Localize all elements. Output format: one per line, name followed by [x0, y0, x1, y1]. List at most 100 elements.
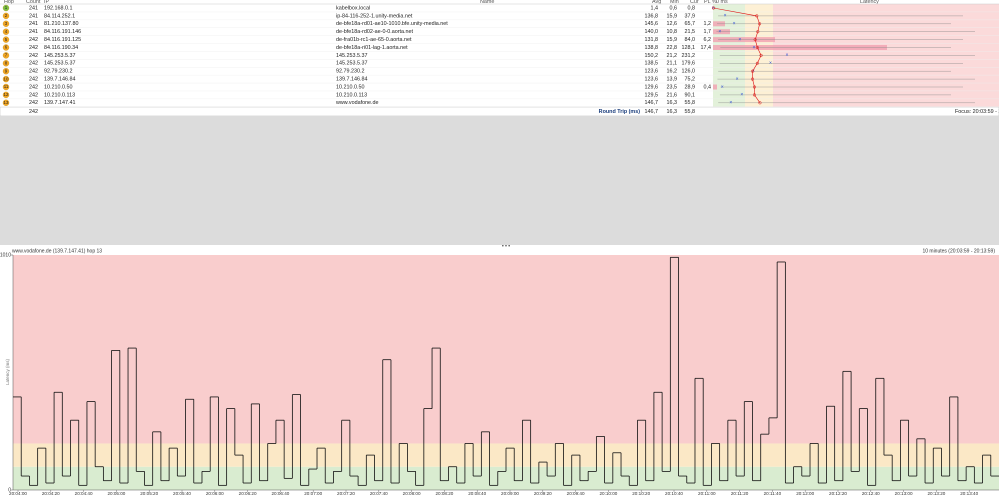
hop: 5 [5, 37, 8, 42]
ip: 92.79.230.2 [44, 69, 72, 75]
hostname: 145.253.5.37 [336, 53, 367, 59]
count: 241 [29, 13, 38, 19]
x-tick-label: 20:13:40 [960, 491, 978, 496]
column-header: Latency [860, 0, 879, 5]
hop-badge [2, 60, 10, 67]
packet-loss: 0,4 [704, 84, 712, 90]
x-tick-label: 20:07:20 [337, 491, 355, 496]
x-tick-label: 20:06:00 [206, 491, 224, 496]
ip: 10.210.0.113 [44, 92, 75, 98]
column-header: 0 ms [716, 0, 728, 5]
ip: 10.210.0.50 [44, 84, 72, 90]
column-header: PL % [704, 0, 717, 5]
x-tick-label: 20:11:00 [698, 491, 716, 496]
hostname: de-fra01b-rc1-ae-65-0.aorta.net [336, 37, 412, 43]
cur: 90,1 [685, 92, 696, 98]
cur-marker: × [769, 61, 772, 67]
hop: 3 [5, 21, 8, 26]
footer-label: Round Trip (ms) [599, 109, 641, 115]
avg: 138,5 [645, 61, 659, 67]
min: 15,9 [667, 13, 678, 19]
hostname: de-bfe18a-ri01-lag-1.aorta.net [336, 45, 408, 51]
count: 242 [29, 61, 38, 67]
hop-badge [2, 4, 10, 12]
cur-marker: × [718, 29, 721, 35]
cur-marker: × [733, 21, 736, 27]
avg-dot [755, 14, 759, 18]
hop-badge [2, 68, 10, 75]
min: 16,3 [667, 100, 678, 106]
hop: 4 [5, 29, 8, 34]
hop: 9 [5, 68, 8, 73]
avg-dot [756, 30, 760, 34]
hop-badge [2, 52, 10, 59]
graph-title: www.vodafone.de (139.7.147.41) hop 13 [12, 248, 102, 254]
avg-dot [759, 53, 763, 57]
x-tick-label: 20:05:00 [107, 491, 125, 496]
min: 12,6 [667, 21, 678, 27]
avg: 131,8 [645, 37, 659, 43]
column-header: Hop [4, 0, 14, 5]
footer-row [0, 106, 999, 117]
cur-marker: × [724, 13, 727, 19]
x-tick-label: 20:04:20 [42, 491, 60, 496]
cur: 126,0 [682, 69, 696, 75]
min: 23,5 [667, 84, 678, 90]
count: 241 [29, 5, 38, 11]
empty-area [0, 116, 999, 245]
min: 15,9 [667, 37, 678, 43]
hop-badge [2, 91, 10, 99]
hop-badge [2, 44, 10, 51]
min: 21,6 [667, 92, 678, 98]
cur-marker: × [736, 76, 739, 82]
step-connectors [20, 257, 992, 486]
min: 22,8 [667, 45, 678, 51]
hostname: de-bfe18a-rd01-ae10-1010.bfe.unity-media… [336, 21, 448, 27]
x-tick-label: 20:10:00 [599, 491, 617, 496]
hop-badge [2, 75, 10, 83]
hostname: de-bfe18a-rd02-ae-0-0.aorta.net [336, 29, 414, 35]
avg: 146,7 [645, 100, 659, 106]
x-tick-label: 20:12:20 [829, 491, 847, 496]
avg: 129,6 [645, 84, 659, 90]
count: 241 [29, 21, 38, 27]
count: 242 [29, 69, 38, 75]
footer-cur: 55,8 [685, 109, 696, 115]
splitter[interactable]: • • • [502, 243, 510, 249]
hostname: kabelbox.local [336, 5, 370, 11]
count: 242 [29, 77, 38, 83]
avg-dot [758, 22, 762, 26]
cur-marker: × [712, 5, 715, 11]
hop-badge [2, 28, 10, 35]
hop-badge [2, 20, 10, 27]
x-tick-label: 20:12:00 [796, 491, 814, 496]
x-tick-label: 20:05:20 [140, 491, 158, 496]
column-header: Count [26, 0, 41, 5]
avg: 129,5 [645, 92, 659, 98]
ip: 145.253.5.37 [44, 53, 75, 59]
cur-marker: × [738, 37, 741, 43]
hop-badge [2, 99, 10, 106]
hostname: ip-84-116-252-1.unity-media.net [336, 13, 413, 19]
avg: 136,8 [645, 13, 659, 19]
avg-dot [752, 93, 756, 97]
avg-dot [755, 45, 759, 50]
cur-marker: × [786, 53, 789, 59]
ip: 84.114.252.1 [44, 13, 75, 19]
ip: 84.116.191.125 [44, 37, 81, 43]
avg-line [713, 7, 762, 103]
avg-dot [753, 38, 757, 42]
cur-marker: × [752, 69, 755, 75]
avg: 150,2 [645, 53, 659, 59]
x-tick-label: 20:08:40 [468, 491, 486, 496]
hostname: 92.79.230.2 [336, 69, 364, 75]
x-tick-label: 20:11:20 [731, 491, 749, 496]
footer-avg: 146,7 [645, 109, 659, 115]
y-tick-label: 1010 [0, 252, 11, 258]
avg: 138,8 [645, 45, 659, 51]
ip: 81.210.137.80 [44, 21, 78, 27]
column-header: Avg [652, 0, 661, 5]
x-tick-label: 20:04:00 [9, 491, 27, 496]
count: 242 [29, 37, 38, 43]
x-tick-label: 20:06:40 [271, 491, 289, 496]
